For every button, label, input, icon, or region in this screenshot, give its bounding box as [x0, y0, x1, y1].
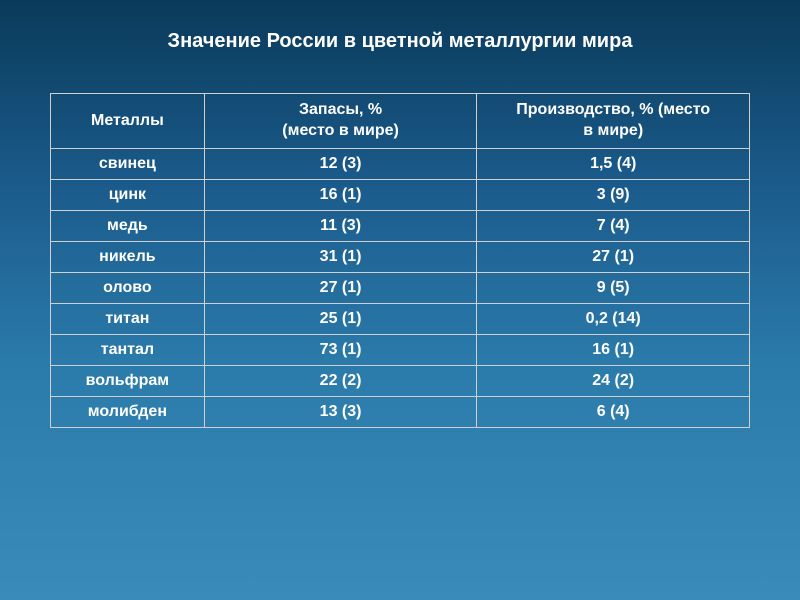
table-header-row: Металлы Запасы, % (место в мире) Произво…: [51, 94, 750, 149]
cell-production: 6 (4): [477, 396, 750, 427]
cell-reserves: 13 (3): [204, 396, 477, 427]
header-line1: Запасы, %: [299, 101, 382, 118]
cell-reserves: 11 (3): [204, 210, 477, 241]
cell-production: 16 (1): [477, 334, 750, 365]
cell-production: 0,2 (14): [477, 303, 750, 334]
cell-metal: титан: [51, 303, 205, 334]
slide-title: Значение России в цветной металлургии ми…: [168, 30, 633, 53]
cell-reserves: 16 (1): [204, 179, 477, 210]
cell-production: 24 (2): [477, 365, 750, 396]
table-row: вольфрам 22 (2) 24 (2): [51, 365, 750, 396]
cell-metal: никель: [51, 241, 205, 272]
cell-reserves: 22 (2): [204, 365, 477, 396]
cell-metal: цинк: [51, 179, 205, 210]
column-header-reserves: Запасы, % (место в мире): [204, 94, 477, 149]
table-row: молибден 13 (3) 6 (4): [51, 396, 750, 427]
cell-reserves: 73 (1): [204, 334, 477, 365]
header-line2: в мире): [583, 122, 643, 139]
column-header-production: Производство, % (место в мире): [477, 94, 750, 149]
cell-production: 1,5 (4): [477, 148, 750, 179]
cell-reserves: 27 (1): [204, 272, 477, 303]
cell-metal: свинец: [51, 148, 205, 179]
table-body: свинец 12 (3) 1,5 (4) цинк 16 (1) 3 (9) …: [51, 148, 750, 427]
cell-metal: тантал: [51, 334, 205, 365]
cell-metal: вольфрам: [51, 365, 205, 396]
cell-reserves: 12 (3): [204, 148, 477, 179]
cell-production: 9 (5): [477, 272, 750, 303]
table-row: олово 27 (1) 9 (5): [51, 272, 750, 303]
cell-production: 7 (4): [477, 210, 750, 241]
cell-production: 3 (9): [477, 179, 750, 210]
slide-container: Значение России в цветной металлургии ми…: [0, 0, 800, 600]
header-line2: (место в мире): [282, 122, 399, 139]
cell-metal: олово: [51, 272, 205, 303]
table-row: тантал 73 (1) 16 (1): [51, 334, 750, 365]
table-row: медь 11 (3) 7 (4): [51, 210, 750, 241]
column-header-metal: Металлы: [51, 94, 205, 149]
metallurgy-table: Металлы Запасы, % (место в мире) Произво…: [50, 93, 750, 428]
table-row: никель 31 (1) 27 (1): [51, 241, 750, 272]
header-line1: Производство, % (место: [516, 101, 710, 118]
cell-reserves: 25 (1): [204, 303, 477, 334]
table-row: титан 25 (1) 0,2 (14): [51, 303, 750, 334]
cell-metal: медь: [51, 210, 205, 241]
table-row: цинк 16 (1) 3 (9): [51, 179, 750, 210]
cell-production: 27 (1): [477, 241, 750, 272]
table-row: свинец 12 (3) 1,5 (4): [51, 148, 750, 179]
cell-metal: молибден: [51, 396, 205, 427]
cell-reserves: 31 (1): [204, 241, 477, 272]
